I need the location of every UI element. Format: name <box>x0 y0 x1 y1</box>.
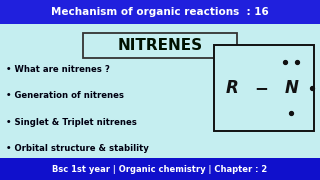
Text: N: N <box>284 79 298 97</box>
Bar <box>0 0 320 24</box>
FancyBboxPatch shape <box>83 33 237 58</box>
Text: R: R <box>226 79 238 97</box>
Text: NITRENES: NITRENES <box>117 38 203 53</box>
Text: −: − <box>254 79 268 97</box>
Text: • Singlet & Triplet nitrenes: • Singlet & Triplet nitrenes <box>6 118 137 127</box>
Text: • Orbital structure & stability: • Orbital structure & stability <box>6 144 149 153</box>
FancyBboxPatch shape <box>214 45 314 131</box>
Text: • What are nitrenes ?: • What are nitrenes ? <box>6 65 110 74</box>
Text: Bsc 1st year | Organic chemistry | Chapter : 2: Bsc 1st year | Organic chemistry | Chapt… <box>52 165 268 174</box>
Text: Mechanism of organic reactions  : 16: Mechanism of organic reactions : 16 <box>51 7 269 17</box>
Bar <box>0 158 320 180</box>
Text: • Generation of nitrenes: • Generation of nitrenes <box>6 91 124 100</box>
